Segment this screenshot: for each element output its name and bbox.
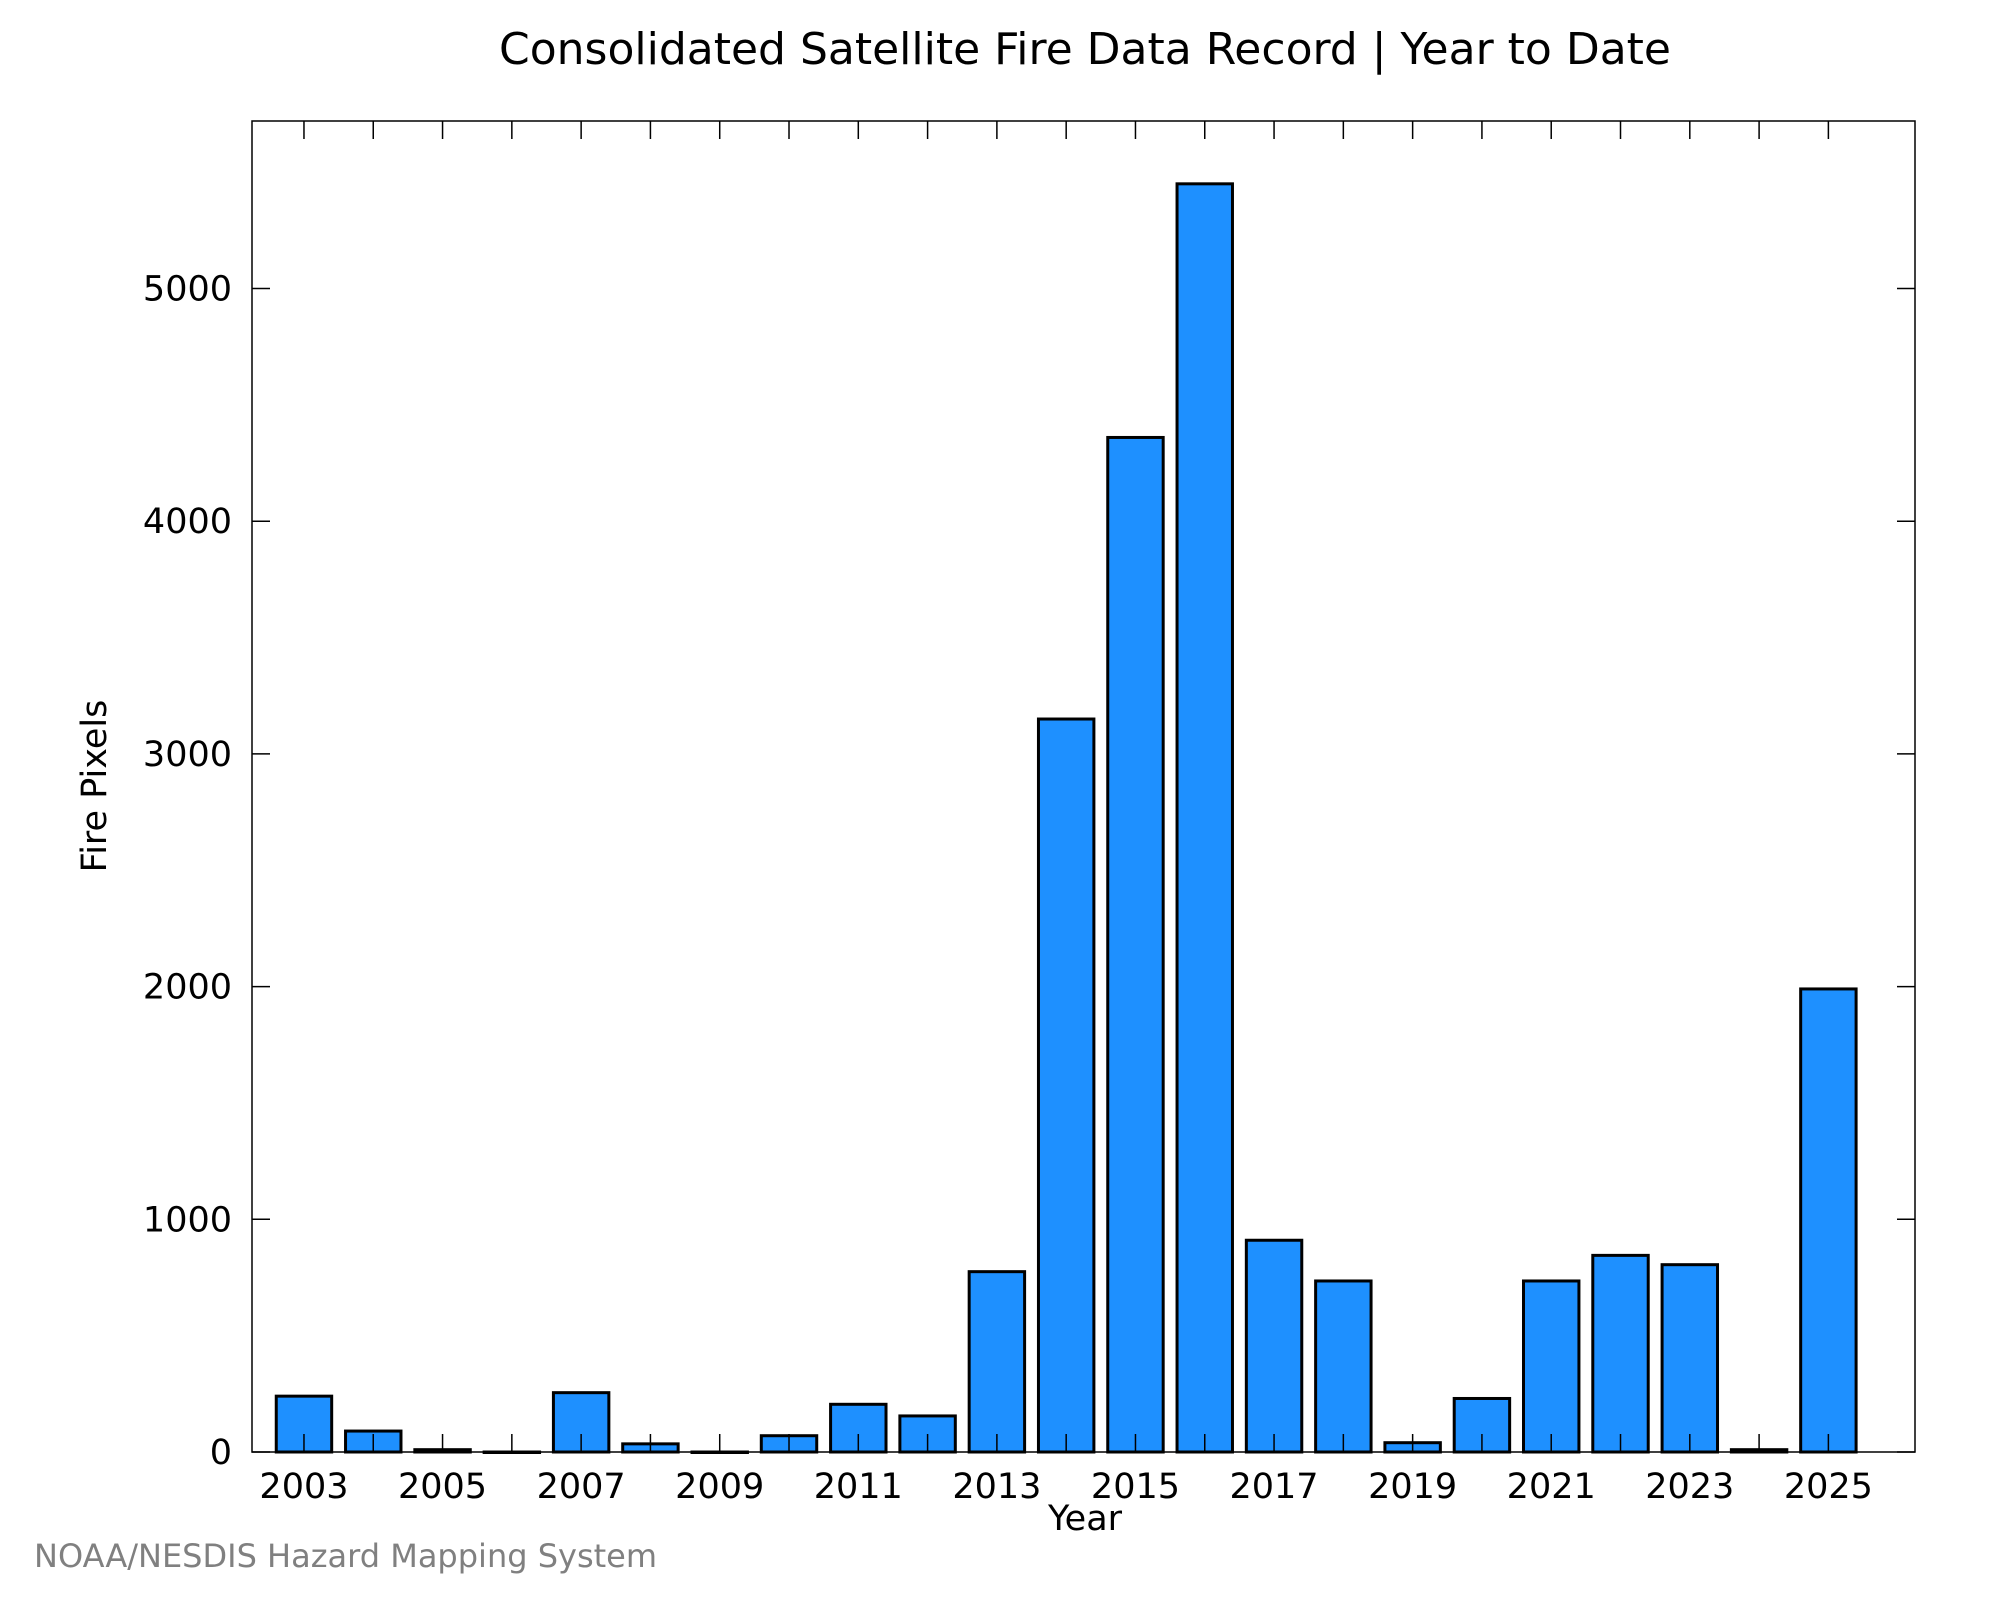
x-tick-label-2017: 2017 [1230,1467,1319,1507]
y-tick-label-2000: 2000 [143,968,232,1008]
bar-2021 [1522,1279,1581,1454]
x-tick-label-2011: 2011 [814,1467,903,1507]
x-tick-label-2009: 2009 [675,1467,764,1507]
x-tick-label-2005: 2005 [398,1467,487,1507]
bar-2017 [1244,1238,1304,1454]
x-tick-label-2015: 2015 [1091,1467,1180,1507]
source-credit: NOAA/NESDIS Hazard Mapping System [34,1537,658,1575]
x-tick-label-2007: 2007 [537,1467,626,1507]
ticks-group: 0 1000 2000 3000 4000 5000 2003 2005 2007 2009 201… [143,121,1915,1507]
bar-2013 [967,1270,1027,1454]
y-tick-label-5000: 5000 [143,270,232,310]
x-tick-label-2019: 2019 [1368,1467,1457,1507]
y-tick-label-3000: 3000 [143,735,232,775]
x-tick-label-2013: 2013 [952,1467,1041,1507]
bar-2016 [1175,182,1234,1454]
x-axis-label: Year [1047,1499,1123,1539]
y-axis-label: Fire Pixels [75,700,115,873]
bars-group [274,182,1858,1454]
x-tick-label-2003: 2003 [259,1467,348,1507]
bar-2015 [1106,435,1165,1454]
bar-2018 [1314,1279,1373,1454]
bar-2025 [1799,987,1858,1454]
x-tick-label-2025: 2025 [1784,1467,1873,1507]
y-tick-label-0: 0 [210,1433,232,1473]
bar-2022 [1591,1253,1650,1454]
plot-frame [251,120,1916,1453]
bar-2014 [1036,717,1096,1454]
y-tick-label-4000: 4000 [143,502,232,542]
x-tick-label-2021: 2021 [1507,1467,1596,1507]
x-tick-label-2023: 2023 [1645,1467,1734,1507]
y-tick-label-1000: 1000 [143,1200,232,1240]
bar-2023 [1660,1263,1720,1454]
chart-title: Consolidated Satellite Fire Data Record … [499,24,1671,75]
